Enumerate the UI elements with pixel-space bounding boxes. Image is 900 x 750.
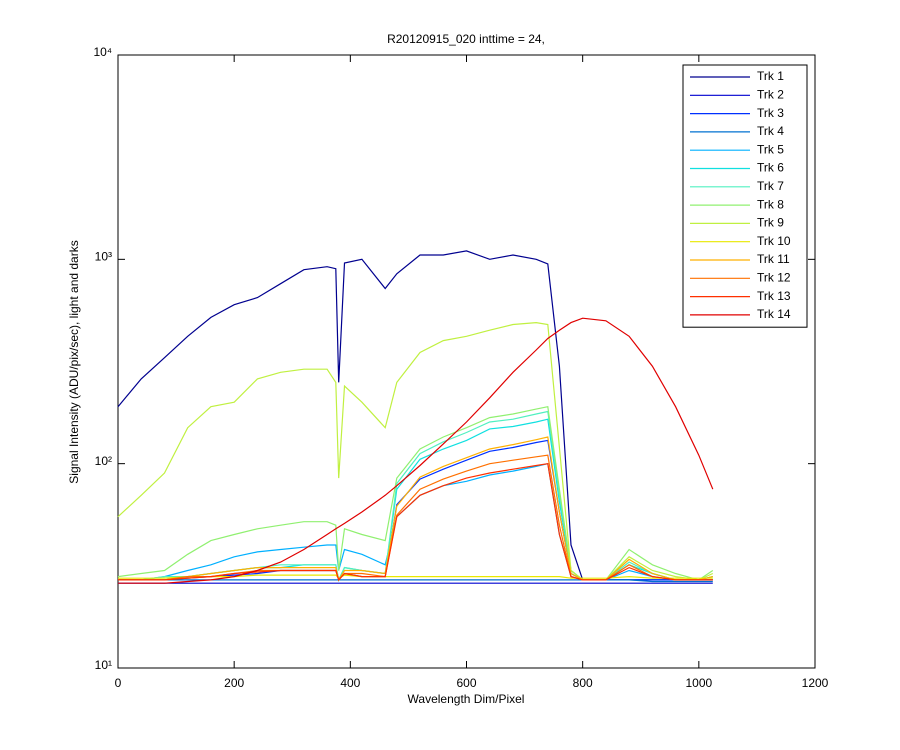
legend-label: Trk 6 bbox=[757, 161, 784, 175]
legend-label: Trk 13 bbox=[757, 289, 791, 303]
data-line bbox=[118, 439, 713, 582]
legend-label: Trk 5 bbox=[757, 142, 784, 156]
data-line bbox=[117, 405, 714, 581]
data-line bbox=[118, 574, 713, 579]
legend-label: Trk 9 bbox=[757, 216, 784, 230]
data-line bbox=[118, 463, 713, 582]
y-tick-label: 10² bbox=[95, 454, 112, 468]
legend-label: Trk 8 bbox=[757, 197, 784, 211]
data-line bbox=[118, 454, 713, 582]
y-tick-label: 10⁴ bbox=[93, 45, 112, 59]
y-axis-label: Signal Intensity (ADU/pix/sec), light an… bbox=[67, 240, 81, 483]
x-tick-label: 400 bbox=[340, 676, 360, 690]
y-tick-label: 10¹ bbox=[95, 658, 112, 672]
x-tick-label: 0 bbox=[115, 676, 122, 690]
legend-label: Trk 4 bbox=[757, 124, 784, 138]
x-tick-label: 1000 bbox=[685, 676, 712, 690]
y-tick-label: 10³ bbox=[95, 250, 112, 264]
legend-label: Trk 3 bbox=[757, 106, 784, 120]
legend-label: Trk 11 bbox=[757, 252, 790, 266]
legend-label: Trk 10 bbox=[757, 234, 791, 248]
x-axis-label: Wavelength Dim/Pixel bbox=[408, 692, 525, 706]
data-line bbox=[117, 321, 714, 581]
legend-label: Trk 1 bbox=[757, 69, 784, 83]
chart-title: R20120915_020 inttime = 24, bbox=[387, 32, 545, 46]
x-tick-label: 1200 bbox=[802, 676, 829, 690]
legend-label: Trk 12 bbox=[757, 270, 791, 284]
data-line bbox=[118, 436, 713, 582]
data-line bbox=[118, 317, 714, 584]
legend-box bbox=[682, 64, 808, 328]
data-line bbox=[118, 410, 713, 582]
legend-label: Trk 14 bbox=[757, 307, 791, 321]
legend-label: Trk 2 bbox=[757, 87, 784, 101]
x-tick-label: 800 bbox=[573, 676, 593, 690]
legend-label: Trk 7 bbox=[757, 179, 784, 193]
data-line bbox=[117, 250, 713, 581]
x-tick-label: 200 bbox=[224, 676, 244, 690]
x-tick-label: 600 bbox=[456, 676, 476, 690]
